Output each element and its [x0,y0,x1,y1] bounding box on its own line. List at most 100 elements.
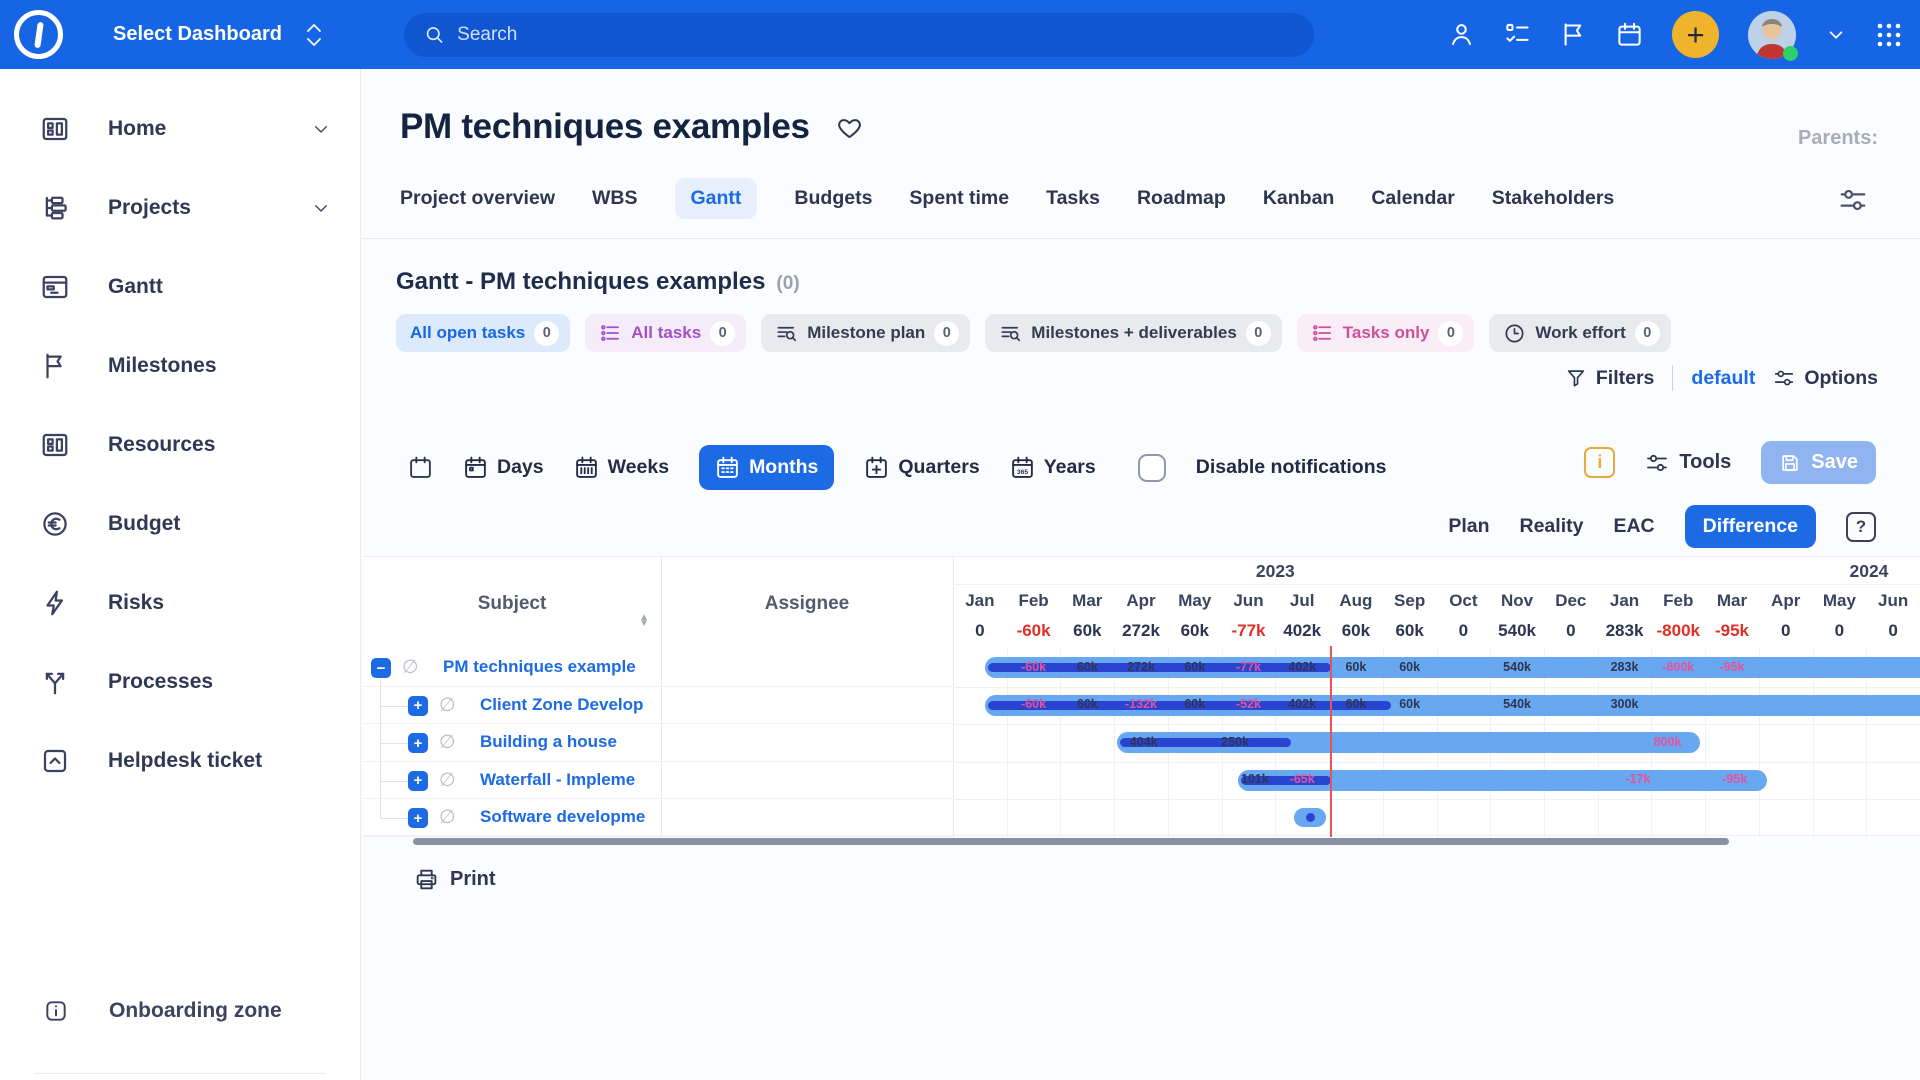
mode-eac-button[interactable]: EAC [1613,515,1655,537]
assignee-column-header[interactable]: Assignee [661,557,953,649]
collapse-task-button[interactable]: − [371,658,391,678]
chip-count-badge: 0 [1245,320,1271,346]
person-icon[interactable] [1448,21,1475,48]
options-button[interactable]: Options [1773,367,1878,390]
sidebar-item-home[interactable]: Home [0,89,360,168]
task-subject-link[interactable]: Client Zone Develop [480,694,644,714]
bar-value-label: -95k [1719,659,1745,674]
divider [362,238,1920,239]
sidebar-nav: Home Projects Gantt Milestones Resources Budg… [0,69,360,800]
task-subject-link[interactable]: Software developme [480,807,646,827]
chevron-down-icon[interactable] [312,120,330,138]
save-button[interactable]: Save [1761,441,1876,484]
calendar-icon[interactable] [1616,21,1643,48]
subject-column-header[interactable]: Subject ▲ ▼ [363,557,661,649]
expand-task-button[interactable]: + [408,770,428,791]
monthly-total-value: 0 [975,621,985,640]
expand-task-button[interactable]: + [408,695,428,716]
task-subject-link[interactable]: Waterfall - Impleme [480,769,636,789]
sidebar-item-helpdesk-ticket[interactable]: Helpdesk ticket [0,721,360,800]
scale-buttons: Days Weeks Months Quarters 365 Years [463,445,1096,490]
tab-calendar[interactable]: Calendar [1371,187,1455,209]
svg-text:365: 365 [1017,469,1029,476]
scale-days-button[interactable]: Days [463,455,544,480]
gantt-section-count: (0) [776,273,800,294]
filter-chip-milestone-plan[interactable]: Milestone plan 0 [761,314,971,352]
filter-chip-all-open-tasks[interactable]: All open tasks 0 [396,314,571,352]
calendar-plain-icon[interactable] [408,455,433,480]
sidebar-item-budget[interactable]: Budget [0,484,360,563]
gantt-bar-progress [988,663,1332,672]
bar-value-label: -60k [1021,659,1047,674]
sidebar-item-projects[interactable]: Projects [0,168,360,247]
bar-value-label: 250k [1221,734,1249,749]
avatar[interactable] [1748,10,1798,61]
sidebar-item-risks[interactable]: Risks [0,563,360,642]
tab-gantt[interactable]: Gantt [674,178,758,219]
scale-months-button[interactable]: Months [699,445,835,490]
default-filter-link[interactable]: default [1691,366,1756,389]
tab-stakeholders[interactable]: Stakeholders [1491,187,1615,209]
monthly-total-value: 0 [1888,621,1898,640]
dashboard-selector[interactable]: Select Dashboard [113,0,324,69]
filter-chip-tasks-only[interactable]: Tasks only 0 [1296,314,1475,352]
app-logo-icon[interactable] [14,10,63,59]
tab-wbs[interactable]: WBS [592,187,638,209]
search-bar[interactable] [404,13,1314,57]
month-label: Jan [965,591,995,610]
scale-quarters-button[interactable]: Quarters [864,455,980,480]
search-input[interactable] [457,24,1294,46]
tab-budgets[interactable]: Budgets [794,187,873,209]
filter-chip-all-tasks[interactable]: All tasks 0 [585,314,747,352]
bar-value-label: 101k [1241,772,1269,787]
filter-chip-milestones-deliverables[interactable]: Milestones + deliverables 0 [985,314,1282,352]
mode-difference-button[interactable]: Difference [1684,505,1816,548]
filters-button[interactable]: Filters [1565,367,1654,390]
chevron-down-icon[interactable] [312,199,330,217]
favorite-heart-icon[interactable] [836,114,863,141]
sidebar-item-resources[interactable]: Resources [0,405,360,484]
tab-tasks[interactable]: Tasks [1046,187,1100,209]
apps-grid-icon[interactable] [1876,22,1902,48]
project-tabs: Project overview WBS Gantt Budgets Spent tim… [400,178,1614,219]
project-settings-icon[interactable] [1838,185,1868,215]
monthly-total-value: 60k [1341,621,1371,640]
sidebar-item-milestones[interactable]: Milestones [0,326,360,405]
tab-project-overview[interactable]: Project overview [400,187,555,209]
flag-icon [46,353,62,378]
sidebar-item-onboarding-zone[interactable]: Onboarding zone [0,990,360,1032]
scale-years-button[interactable]: 365 Years [1010,455,1096,480]
tab-roadmap[interactable]: Roadmap [1136,187,1226,209]
mode-reality-button[interactable]: Reality [1519,515,1584,537]
horizontal-scrollbar[interactable] [413,838,1729,845]
clock-icon [1505,323,1524,343]
top-bar: Select Dashboard + [0,0,1920,69]
gantt-bar[interactable] [1237,769,1767,791]
gantt-bar[interactable] [1116,732,1700,754]
sidebar-item-processes[interactable]: Processes [0,642,360,721]
filter-chip-work-effort[interactable]: Work effort 0 [1489,314,1671,352]
tab-spent-time[interactable]: Spent time [909,187,1010,209]
tools-button[interactable]: Tools [1645,451,1731,475]
task-subject-link[interactable]: PM techniques example [443,657,636,676]
disable-notifications-checkbox[interactable] [1137,453,1166,482]
tab-kanban[interactable]: Kanban [1262,187,1335,209]
flag-icon[interactable] [1560,21,1587,48]
divider [953,584,1920,585]
task-subject-link[interactable]: Building a house [480,732,617,752]
checklist-icon[interactable] [1504,21,1531,48]
gantt-bar[interactable] [985,694,1920,716]
sort-icon[interactable]: ▲ ▼ [639,612,649,630]
mode-plan-button[interactable]: Plan [1448,515,1490,537]
euro-icon [43,511,67,536]
create-new-button[interactable]: + [1672,11,1719,58]
chevron-down-icon[interactable] [1825,24,1847,46]
gantt-bar[interactable] [985,657,1920,678]
expand-task-button[interactable]: + [408,808,428,829]
print-button[interactable]: Print [414,867,496,892]
info-button[interactable]: i [1584,447,1616,478]
scale-weeks-button[interactable]: Weeks [574,455,669,480]
help-button[interactable]: ? [1846,511,1876,542]
sidebar-item-gantt[interactable]: Gantt [0,247,360,326]
expand-task-button[interactable]: + [408,733,428,754]
